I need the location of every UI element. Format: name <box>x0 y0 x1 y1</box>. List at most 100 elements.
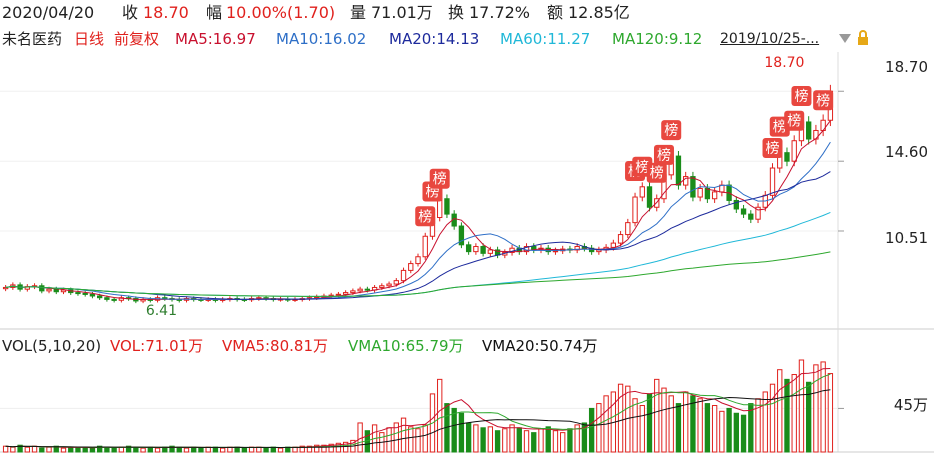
volume-bar <box>560 432 566 453</box>
badge <box>791 85 812 106</box>
badge-text: 榜 <box>794 88 808 105</box>
volume-bar <box>451 407 457 453</box>
volume-bar <box>357 422 363 453</box>
turnover-value: 17.72% <box>469 3 531 22</box>
candle-body <box>393 280 399 285</box>
candle-body <box>60 289 67 293</box>
volume-bar <box>277 447 284 453</box>
candle-body <box>487 249 494 254</box>
candle-body <box>465 244 472 253</box>
candle-body <box>379 285 385 288</box>
candle-body <box>96 295 103 299</box>
volume-bar <box>596 403 602 453</box>
candle-body <box>386 283 392 287</box>
volume-bar <box>668 395 674 453</box>
volume-bar <box>646 393 653 453</box>
volume-bar <box>762 391 768 453</box>
price-tick-1: 18.70 <box>885 58 928 76</box>
ma120-label: MA120:9.12 <box>612 30 703 48</box>
candle-body <box>314 296 320 299</box>
badge-text: 榜 <box>657 147 671 164</box>
volume-bar <box>191 446 197 453</box>
volume-bar <box>509 424 515 453</box>
badge-text: 榜 <box>787 113 801 130</box>
vol-title: VOL(5,10,20) <box>2 337 102 355</box>
volume-bar <box>328 443 334 453</box>
ma5-label: MA5:16.97 <box>175 30 256 48</box>
badge-text: 榜 <box>766 140 780 157</box>
volume-bar <box>704 403 711 453</box>
volume-bar <box>10 446 16 453</box>
lock-icon[interactable] <box>856 30 870 50</box>
vma20-line <box>5 389 831 449</box>
period-label[interactable]: 日线 <box>74 30 105 48</box>
candle-body <box>473 246 479 253</box>
badge <box>646 162 667 183</box>
quote-header: 2020/04/20 收 18.70 幅 10.00%(1.70) 量 71.0… <box>0 0 934 26</box>
candle-body <box>422 235 428 258</box>
low-price-label: 6.41 <box>146 303 177 319</box>
volume-bar <box>480 427 486 453</box>
candle-body <box>769 167 776 196</box>
candle-body <box>610 242 617 248</box>
volume-bar <box>690 395 696 453</box>
candle-body <box>639 186 645 198</box>
volume-label: 量 <box>350 3 367 22</box>
volume-bar <box>321 444 327 453</box>
volume-bar <box>176 446 182 453</box>
volume-bar <box>24 446 30 453</box>
badge <box>762 138 783 159</box>
volume-bar <box>169 445 175 453</box>
candle-body <box>89 293 96 297</box>
candle-body <box>350 290 356 294</box>
stock-name: 未名医药 <box>2 30 63 48</box>
range-selector[interactable]: 2019/10/25-... <box>720 31 820 47</box>
volume-tick: 45万 <box>893 396 928 414</box>
volume-bar <box>46 446 52 453</box>
volume-bar <box>219 447 226 453</box>
badge <box>653 144 674 165</box>
ma5-line <box>5 120 831 301</box>
candle-body <box>711 191 718 200</box>
volume-bar <box>769 383 776 453</box>
volume-bar <box>147 446 153 453</box>
volume-bar <box>183 447 190 453</box>
candle-body <box>813 129 819 140</box>
volume-bar <box>531 432 537 453</box>
candle-body <box>748 213 754 220</box>
volume-bar <box>31 445 38 453</box>
volume-bar <box>314 444 320 453</box>
candle-body <box>646 186 653 208</box>
adjust-label[interactable]: 前复权 <box>114 30 160 48</box>
volume-bar <box>154 447 161 453</box>
amount-label: 额 <box>547 3 564 22</box>
volume-legend: VOL(5,10,20) VOL:71.01万 VMA5:80.81万 VMA1… <box>0 335 934 357</box>
volume-bar <box>140 447 146 453</box>
volume-bar <box>125 445 132 453</box>
candle-body <box>784 152 790 162</box>
badge <box>813 90 834 111</box>
volume-bar <box>523 430 530 453</box>
volume-bar <box>574 424 580 453</box>
volume-bar <box>111 447 117 453</box>
close-value: 18.70 <box>143 3 189 22</box>
volume-bar <box>473 424 479 453</box>
volume-bar <box>299 445 305 453</box>
candle-body <box>82 292 88 295</box>
badge <box>429 168 450 189</box>
volume-bar <box>487 426 494 453</box>
volume-bar <box>400 417 407 453</box>
volume-bar <box>740 414 747 453</box>
ma-legend: 未名医药 日线 前复权 MA5:16.97 MA10:16.02 MA20:14… <box>0 28 934 50</box>
candle-body <box>458 225 465 246</box>
vma10-label: VMA10:65.79万 <box>348 337 464 355</box>
volume-bar <box>96 445 103 453</box>
volume-bar <box>806 381 812 453</box>
candle-body <box>408 263 414 271</box>
candle-body <box>733 199 740 210</box>
badge <box>415 206 436 227</box>
dropdown-triangle-icon[interactable] <box>838 31 852 49</box>
volume-value: 71.01万 <box>371 3 433 22</box>
candle-body <box>704 188 711 200</box>
